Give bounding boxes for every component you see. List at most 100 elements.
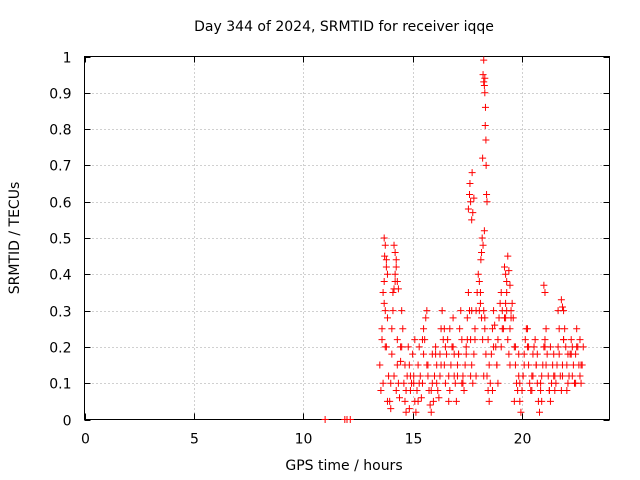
data-point — [394, 285, 402, 293]
data-point — [393, 278, 401, 286]
data-point — [447, 361, 455, 369]
data-point — [485, 361, 493, 369]
data-point — [507, 307, 515, 315]
data-point — [455, 350, 463, 358]
data-point — [414, 397, 422, 405]
data-point — [517, 408, 525, 416]
data-point — [393, 336, 401, 344]
data-point — [560, 307, 568, 315]
data-point — [453, 361, 461, 369]
data-point — [515, 350, 523, 358]
data-point — [488, 325, 496, 333]
data-point — [554, 343, 562, 351]
data-point — [457, 307, 465, 315]
data-point — [406, 372, 414, 380]
data-point — [399, 325, 407, 333]
data-point — [491, 321, 499, 329]
x-tick-label: 20 — [514, 432, 532, 448]
data-point — [540, 281, 548, 289]
data-point — [508, 299, 516, 307]
data-point — [503, 288, 511, 296]
data-point — [501, 263, 508, 271]
data-point — [397, 357, 405, 365]
data-point — [541, 336, 549, 344]
data-point — [413, 386, 421, 394]
data-point — [429, 397, 437, 405]
data-point — [378, 325, 386, 333]
data-point — [461, 361, 469, 369]
data-point — [555, 325, 563, 333]
data-point — [505, 350, 513, 358]
data-point — [480, 78, 488, 86]
data-point — [346, 416, 354, 423]
x-tick-label: 10 — [295, 432, 313, 448]
data-point — [463, 314, 471, 322]
data-point — [391, 249, 399, 257]
data-point — [531, 336, 539, 344]
data-point — [387, 405, 395, 413]
data-point — [519, 372, 527, 380]
data-point — [474, 270, 482, 278]
data-point — [449, 314, 457, 322]
data-point — [498, 325, 506, 333]
data-point — [545, 386, 553, 394]
data-point — [393, 361, 401, 369]
data-point — [390, 372, 398, 380]
data-point — [483, 198, 491, 206]
data-point — [563, 361, 571, 369]
data-point — [533, 350, 541, 358]
data-point — [424, 372, 432, 380]
data-point — [542, 325, 550, 333]
data-point — [482, 161, 490, 169]
data-point — [420, 325, 428, 333]
data-point — [490, 307, 498, 315]
data-point — [468, 169, 476, 177]
y-tick-label: 1 — [63, 51, 72, 67]
data-point — [435, 394, 443, 402]
y-tick-labels: 0 0.1 0.2 0.3 0.4 0.5 0.6 0.7 0.8 0.9 1 — [49, 51, 71, 430]
data-point — [438, 307, 446, 315]
data-point — [381, 307, 389, 315]
data-point — [401, 361, 409, 369]
y-tick-label: 0.8 — [49, 123, 71, 139]
y-tick-label: 0.7 — [49, 159, 71, 175]
data-point — [537, 386, 545, 394]
data-point — [538, 372, 546, 380]
data-point — [564, 379, 572, 387]
data-point — [481, 89, 489, 97]
data-point — [389, 288, 397, 296]
data-point — [380, 234, 388, 242]
data-point — [414, 361, 422, 369]
y-tick-label: 0.1 — [49, 377, 71, 393]
y-tick-label: 0.6 — [49, 196, 71, 212]
data-point — [445, 397, 453, 405]
data-point — [412, 408, 420, 416]
data-point — [422, 314, 430, 322]
data-point — [490, 343, 498, 351]
data-point — [381, 241, 389, 249]
data-point — [537, 379, 545, 387]
data-point — [543, 350, 551, 358]
data-point — [392, 263, 400, 271]
data-point — [462, 343, 470, 351]
data-point — [380, 299, 388, 307]
data-point — [459, 372, 467, 380]
data-point — [389, 307, 397, 315]
data-point — [417, 394, 425, 402]
data-point — [382, 263, 390, 271]
data-point — [481, 325, 489, 333]
data-point — [520, 361, 528, 369]
data-point — [542, 361, 550, 369]
data-point — [538, 397, 546, 405]
data-point — [396, 394, 403, 402]
data-point — [552, 379, 560, 387]
data-point — [494, 379, 502, 387]
data-point — [481, 74, 489, 82]
data-point — [480, 372, 488, 380]
data-point — [440, 325, 448, 333]
data-point — [475, 278, 483, 286]
data-point — [405, 405, 413, 413]
data-point — [536, 408, 543, 416]
data-point — [441, 343, 449, 351]
data-point — [493, 361, 501, 369]
